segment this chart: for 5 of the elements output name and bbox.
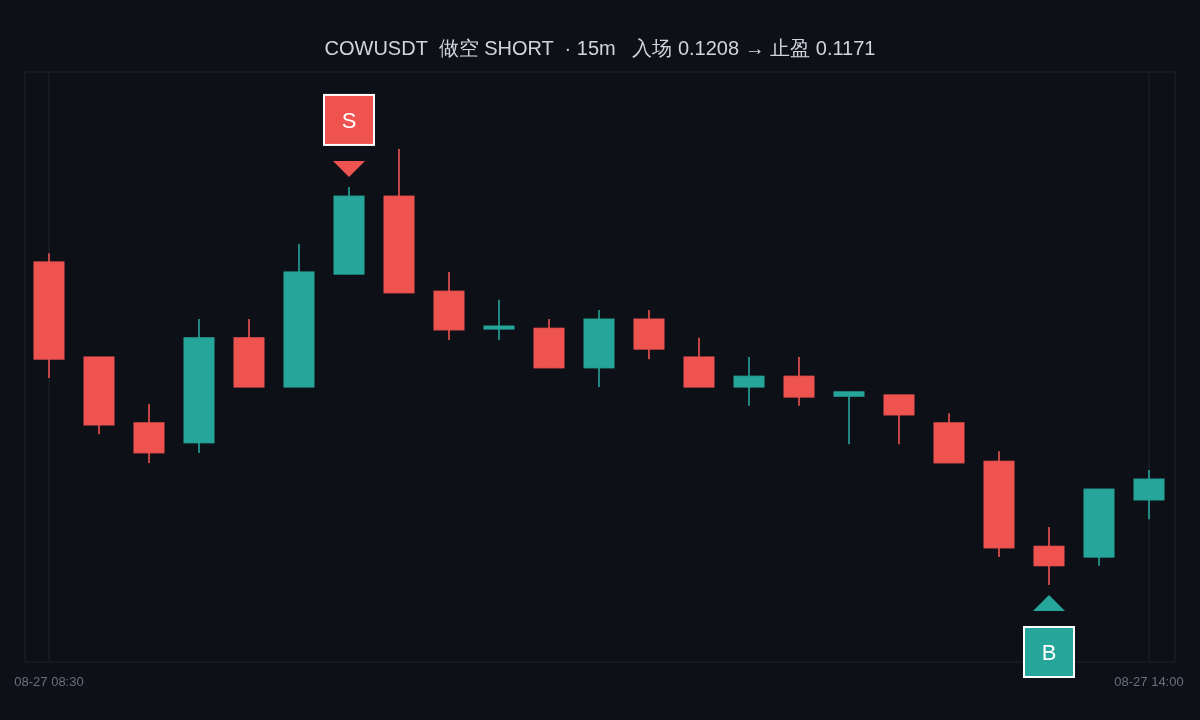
annotation: B (1041, 640, 1057, 665)
chart-title: COWUSDT 做空 SHORT · 15m 入场 0.1208 → 止盈 0.1171 (324, 37, 876, 59)
annotation: S (341, 107, 357, 133)
x-tick-label: 08-27 08:30 (14, 674, 84, 689)
x-tick-label: 08-27 14:00 (1114, 674, 1184, 689)
